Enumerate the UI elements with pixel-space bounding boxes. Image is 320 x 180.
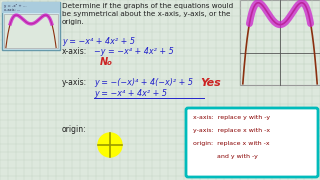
Text: x-axis:  replace y with -y: x-axis: replace y with -y [193, 115, 270, 120]
Text: and y with -y: and y with -y [193, 154, 258, 159]
Text: origin:: origin: [62, 125, 87, 134]
Text: y = −(−x)⁴ + 4(−x)² + 5: y = −(−x)⁴ + 4(−x)² + 5 [94, 78, 193, 87]
Text: x-axis: ...: x-axis: ... [4, 8, 20, 12]
Text: x-axis:: x-axis: [62, 47, 87, 56]
Text: −y = −x⁴ + 4x² + 5: −y = −x⁴ + 4x² + 5 [94, 47, 174, 56]
Text: Yes: Yes [200, 78, 221, 88]
Text: o: o [107, 60, 112, 66]
Text: y-axis:: y-axis: [62, 78, 87, 87]
Bar [4, 14, 58, 48]
Text: y = −x⁴ + 4x² + 5: y = −x⁴ + 4x² + 5 [94, 89, 167, 98]
Text: y-axis:  replace x with -x: y-axis: replace x with -x [193, 128, 270, 133]
FancyBboxPatch shape [186, 108, 318, 177]
Bar [2, 2, 60, 50]
Bar [240, 0, 320, 85]
Text: y = -x⁴ + ...: y = -x⁴ + ... [4, 4, 27, 8]
Circle shape [98, 133, 122, 157]
Bar [2, 2, 60, 13]
Text: origin:  replace x with -x: origin: replace x with -x [193, 141, 270, 146]
Text: N: N [100, 57, 108, 67]
Text: y = −x⁴ + 4x² + 5: y = −x⁴ + 4x² + 5 [62, 37, 135, 46]
Text: Determine if the graphs of the equations would
be symmetrical about the x-axis, : Determine if the graphs of the equations… [62, 3, 233, 25]
